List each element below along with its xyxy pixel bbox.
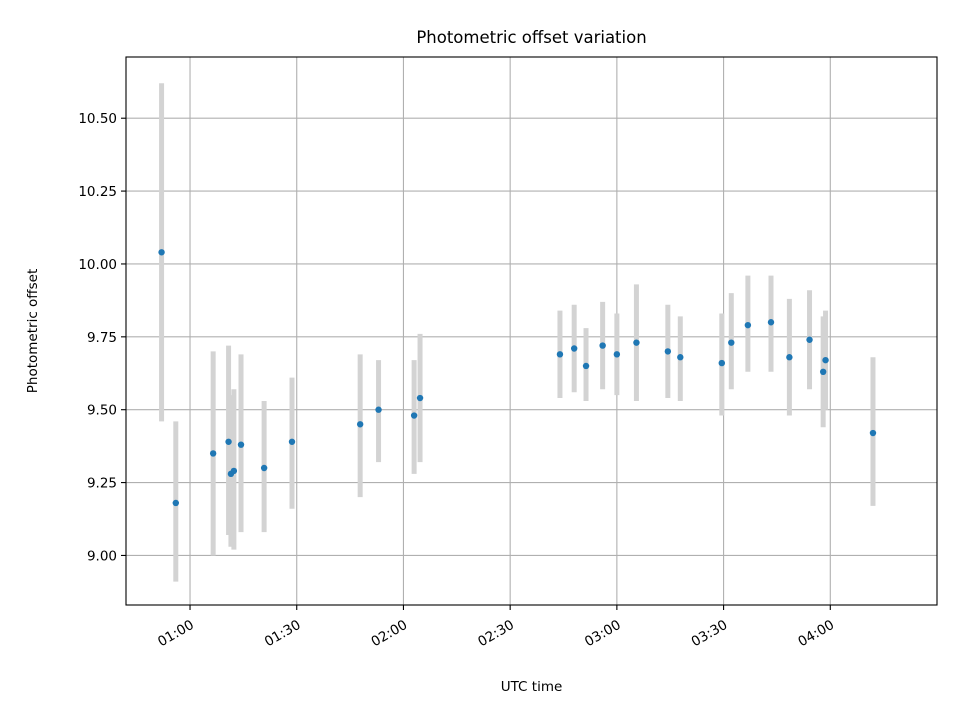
data-point bbox=[209, 450, 217, 457]
chart-title: Photometric offset variation bbox=[416, 28, 646, 47]
y-tick-label: 9.00 bbox=[87, 548, 117, 564]
data-point bbox=[158, 249, 165, 256]
data-point bbox=[230, 467, 238, 475]
data-point bbox=[288, 438, 296, 445]
data-point bbox=[556, 351, 564, 358]
data-point bbox=[570, 345, 578, 352]
y-tick-label: 9.25 bbox=[87, 476, 117, 492]
data-point bbox=[633, 339, 640, 346]
data-point bbox=[356, 421, 364, 428]
data-point bbox=[416, 394, 424, 402]
data-point bbox=[237, 441, 245, 448]
data-point bbox=[786, 354, 793, 361]
data-point bbox=[822, 356, 829, 364]
y-tick-label: 9.75 bbox=[87, 330, 117, 346]
y-tick-label: 9.50 bbox=[87, 403, 117, 419]
data-point bbox=[582, 362, 590, 370]
data-point bbox=[744, 321, 752, 329]
y-axis-label: Photometric offset bbox=[25, 269, 41, 393]
data-point bbox=[410, 412, 418, 419]
data-point bbox=[613, 351, 621, 358]
data-point bbox=[767, 319, 775, 326]
data-point bbox=[819, 368, 827, 376]
data-point bbox=[677, 354, 684, 361]
data-points bbox=[158, 249, 877, 507]
data-point bbox=[718, 359, 726, 367]
y-tick-label: 10.00 bbox=[78, 257, 117, 273]
y-tick-label: 10.25 bbox=[78, 184, 117, 200]
data-point bbox=[728, 339, 735, 346]
data-point bbox=[375, 406, 382, 413]
data-point bbox=[599, 342, 606, 349]
x-axis-label: UTC time bbox=[501, 679, 563, 695]
data-point bbox=[664, 348, 672, 355]
data-point bbox=[806, 336, 813, 343]
y-tick-label: 10.50 bbox=[78, 111, 117, 127]
data-point bbox=[225, 438, 232, 445]
data-point bbox=[869, 429, 877, 437]
plot-frame bbox=[125, 56, 938, 606]
y-axis-ticks: 9.00 9.25 9.50 9.75 10.00 10.25 10.50 bbox=[78, 111, 126, 564]
data-point bbox=[172, 499, 179, 507]
data-point bbox=[260, 464, 268, 472]
